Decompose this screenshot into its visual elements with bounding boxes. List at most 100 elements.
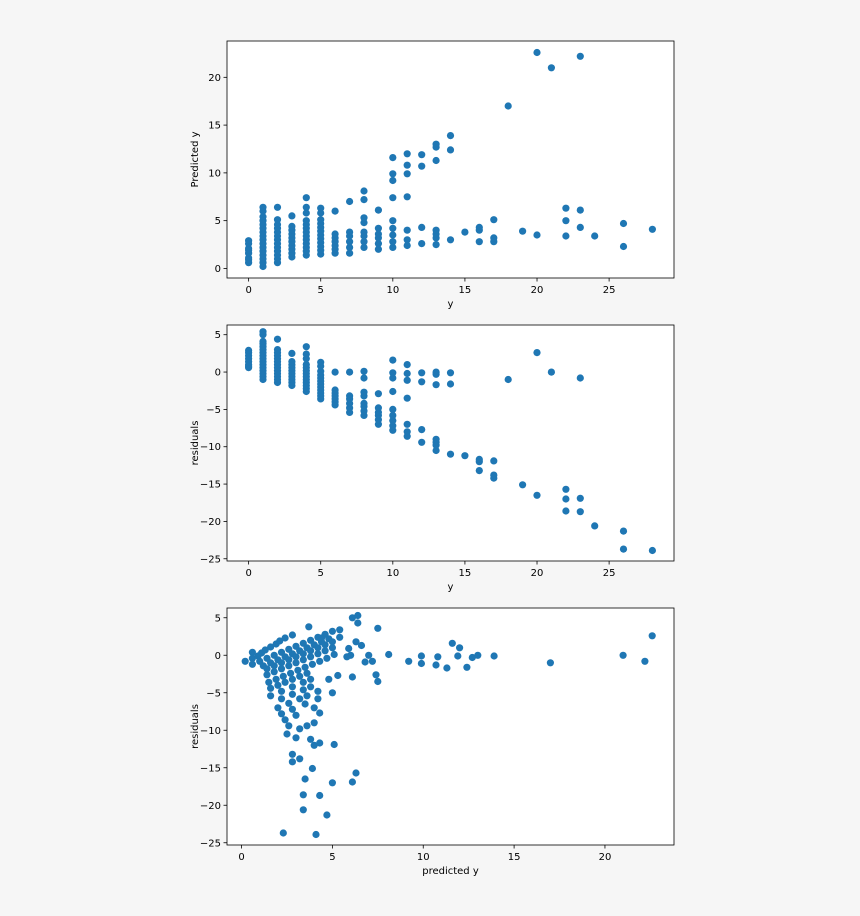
- scatter-point: [314, 687, 322, 695]
- scatter-point: [519, 227, 527, 235]
- scatter-point: [248, 654, 256, 662]
- scatter-point: [434, 653, 442, 661]
- scatter-point: [418, 162, 426, 170]
- scatter-point: [270, 662, 278, 670]
- y-tick-label: −5: [206, 405, 221, 416]
- scatter-point: [321, 647, 329, 655]
- scatter-point: [348, 673, 356, 681]
- scatter-point: [328, 779, 336, 787]
- scatter-point: [374, 245, 382, 253]
- scatter-point: [504, 102, 512, 110]
- scatter-point: [241, 657, 249, 665]
- scatter-point: [562, 495, 570, 503]
- scatter-point: [418, 151, 426, 159]
- scatter-point: [448, 639, 456, 647]
- scatter-point: [301, 775, 309, 783]
- scatter-point: [334, 671, 342, 680]
- y-tick-label: −10: [200, 726, 221, 737]
- scatter-point: [446, 369, 455, 377]
- scatter-point: [446, 236, 455, 244]
- scatter-point: [533, 48, 541, 57]
- scatter-point: [299, 806, 307, 814]
- scatter-point: [267, 692, 275, 700]
- scatter-point: [296, 755, 304, 763]
- scatter-point: [305, 623, 313, 631]
- scatter-point: [273, 346, 282, 354]
- scatter-point: [288, 690, 296, 698]
- scatter-point: [285, 656, 293, 664]
- scatter-point: [403, 420, 411, 428]
- scatter-point: [310, 741, 318, 749]
- x-tick-label: 15: [459, 285, 472, 296]
- x-tick-label: 15: [508, 852, 521, 863]
- scatter-point: [360, 187, 368, 195]
- scatter-point: [288, 212, 296, 220]
- scatter-point: [331, 368, 339, 376]
- scatter-point: [302, 203, 310, 211]
- x-tick-label: 15: [459, 568, 472, 579]
- x-axis-label: predicted y: [422, 866, 479, 877]
- scatter-point: [374, 230, 382, 238]
- scatter-point: [562, 507, 570, 515]
- scatter-point: [302, 209, 310, 217]
- scatter-point: [288, 758, 296, 766]
- scatter-point: [307, 653, 315, 661]
- scatter-point: [316, 791, 324, 800]
- y-tick-label: −20: [200, 801, 221, 812]
- scatter-point: [272, 675, 280, 683]
- scatter-point: [245, 256, 253, 264]
- scatter-point: [310, 704, 318, 712]
- scatter-point: [360, 214, 368, 222]
- scatter-point: [328, 627, 336, 635]
- scatter-point: [259, 213, 267, 221]
- scatter-point: [648, 225, 657, 233]
- scatter-point: [360, 367, 368, 375]
- scatter-point: [418, 378, 426, 386]
- scatter-point: [346, 197, 354, 206]
- scatter-point: [274, 681, 282, 689]
- x-tick-label: 5: [318, 285, 324, 296]
- scatter-point: [281, 678, 289, 686]
- scatter-point: [292, 659, 300, 667]
- scatter-point: [263, 665, 271, 673]
- scatter-point: [418, 223, 426, 231]
- scatter-point: [312, 830, 320, 839]
- scatter-point: [303, 722, 311, 730]
- scatter-point: [346, 228, 354, 236]
- scatter-point: [317, 204, 325, 212]
- scatter-point: [314, 650, 322, 658]
- scatter-point: [303, 692, 311, 700]
- scatter-point: [374, 224, 382, 232]
- scatter-point: [619, 242, 628, 251]
- x-tick-label: 10: [386, 285, 399, 296]
- scatter-point: [279, 829, 287, 837]
- x-tick-label: 20: [531, 568, 544, 579]
- x-tick-label: 10: [386, 568, 399, 579]
- scatter-point: [277, 695, 286, 703]
- axes-frame: [226, 324, 675, 562]
- scatter-point: [360, 388, 368, 396]
- scatter-point: [374, 404, 382, 412]
- scatter-point: [267, 643, 275, 651]
- scatter-point: [323, 654, 331, 662]
- y-axis-label: Predicted y: [190, 131, 201, 187]
- scatter-point: [576, 374, 584, 382]
- scatter-point: [562, 232, 570, 240]
- scatter-point: [308, 764, 316, 773]
- scatter-point: [307, 675, 315, 683]
- scatter-point: [277, 687, 286, 695]
- y-tick-label: −10: [200, 442, 221, 453]
- scatter-point: [403, 428, 411, 436]
- scatter-point: [317, 367, 325, 375]
- y-tick-label: −15: [200, 763, 221, 774]
- y-tick-label: −25: [200, 554, 221, 565]
- scatter-point: [354, 611, 362, 620]
- scatter-point: [475, 238, 483, 246]
- scatter-point: [403, 226, 411, 234]
- scatter-point: [259, 203, 267, 211]
- scatter-point: [389, 194, 397, 202]
- scatter-point: [533, 231, 541, 239]
- scatter-point: [302, 343, 310, 351]
- y-tick-label: 5: [215, 216, 221, 227]
